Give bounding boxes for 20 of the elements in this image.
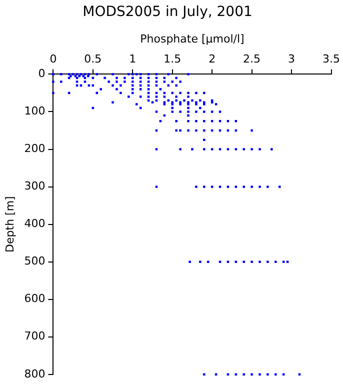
x-axis-title: Phosphate [µmol/l] — [140, 32, 244, 46]
y-tick-label: 700 — [24, 330, 46, 343]
y-tick-label: 400 — [24, 217, 46, 230]
y-tick-label: 100 — [24, 104, 46, 118]
chart-title: MODS2005 in July, 2001 — [82, 4, 252, 20]
y-tick-label: 600 — [24, 292, 46, 306]
x-tick-label: 0.5 — [84, 52, 102, 66]
y-tick-label: 200 — [24, 142, 46, 156]
y-tick-label: 800 — [24, 367, 46, 380]
x-tick-label: 3.5 — [322, 52, 340, 66]
y-axis-title: Depth [m] — [3, 196, 16, 252]
x-tick-label: 1 — [129, 52, 136, 66]
x-tick-label: 2.5 — [243, 52, 261, 66]
x-tick-label: 1.5 — [164, 52, 182, 66]
x-tick-label: 3 — [288, 52, 296, 66]
x-tick-label: 2 — [208, 52, 216, 66]
y-tick-label: 500 — [24, 254, 46, 268]
y-tick-label: 0 — [38, 67, 46, 80]
y-tick-label: 300 — [24, 180, 46, 193]
x-tick-label: 0 — [50, 52, 57, 66]
